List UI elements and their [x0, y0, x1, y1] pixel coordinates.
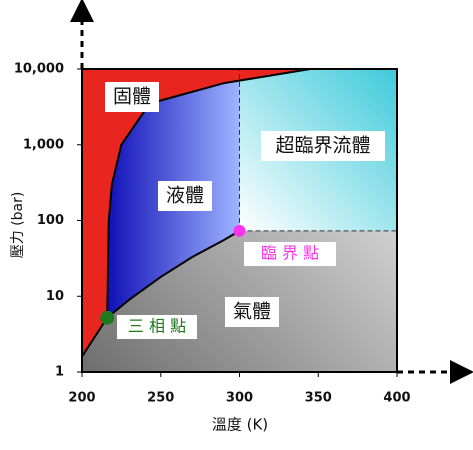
liquid-label: 液體 — [166, 185, 204, 207]
y-tick-label: 10,000 — [14, 62, 64, 77]
gas-label: 氣體 — [233, 301, 271, 323]
y-tick-label: 1,000 — [23, 137, 64, 152]
y-axis-label: 壓力 (bar) — [10, 192, 26, 259]
x-tick-label: 250 — [147, 391, 174, 406]
triple-point — [100, 310, 115, 325]
y-tick-label: 1 — [55, 365, 64, 380]
supercritical-label-box — [261, 131, 385, 161]
critical-point — [233, 224, 246, 237]
y-tick-label: 10 — [46, 289, 64, 304]
phase-boundary — [106, 229, 241, 319]
gas-label-box — [225, 297, 279, 327]
solid-region — [82, 69, 311, 357]
x-tick-label: 200 — [68, 391, 95, 406]
solid-label-box — [105, 82, 159, 112]
x-axis-label: 溫度 (K) — [212, 416, 268, 434]
critical-label: 臨 界 點 — [261, 244, 319, 263]
x-tick-label: 400 — [383, 391, 410, 406]
triple-label-box — [117, 315, 197, 339]
critical-label-box — [244, 242, 336, 266]
y-tick-label: 100 — [37, 213, 64, 228]
x-tick-label: 350 — [305, 391, 332, 406]
triple-label: 三 相 點 — [128, 317, 186, 336]
phase-boundary — [81, 317, 109, 358]
liquid-label-box — [158, 181, 212, 211]
x-tick-label: 300 — [226, 391, 253, 406]
phase-boundary — [106, 68, 311, 318]
supercritical-label: 超臨界流體 — [275, 135, 370, 157]
solid-label: 固體 — [113, 86, 151, 108]
